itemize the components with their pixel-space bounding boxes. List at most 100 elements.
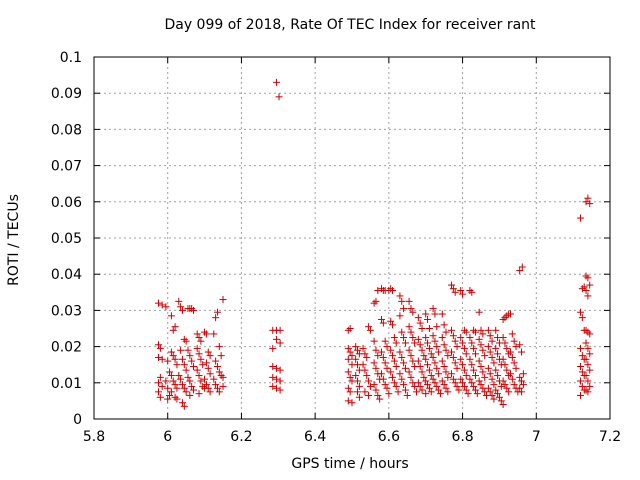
data-point	[344, 368, 352, 376]
data-point	[215, 368, 223, 376]
data-point	[466, 334, 474, 342]
data-point	[455, 386, 463, 394]
data-point	[169, 352, 177, 360]
data-point	[398, 328, 406, 336]
data-point	[442, 328, 450, 336]
data-point	[167, 312, 175, 320]
data-point	[429, 305, 437, 313]
data-point	[405, 346, 413, 354]
data-point	[486, 348, 494, 356]
data-point	[460, 326, 468, 334]
data-point	[492, 366, 500, 374]
data-point	[481, 373, 489, 381]
data-point	[433, 323, 441, 331]
data-point	[477, 326, 485, 334]
data-point	[427, 388, 435, 396]
data-point	[156, 373, 164, 381]
data-point	[195, 372, 203, 380]
data-point	[479, 368, 487, 376]
data-point	[505, 388, 513, 396]
data-point	[276, 326, 284, 334]
y-tick-label: 0.01	[51, 376, 82, 392]
data-point	[396, 312, 404, 320]
data-point	[173, 361, 181, 369]
data-point	[344, 355, 352, 363]
data-point	[582, 286, 590, 294]
data-point	[440, 363, 448, 371]
data-point	[359, 344, 367, 352]
data-point	[190, 386, 198, 394]
data-point	[451, 288, 459, 296]
data-point	[577, 214, 585, 222]
data-point	[383, 343, 391, 351]
data-point	[180, 402, 188, 410]
data-point	[374, 352, 382, 360]
data-point	[390, 379, 398, 387]
data-point	[471, 386, 479, 394]
data-point	[501, 381, 509, 389]
data-point	[459, 290, 467, 298]
data-point	[354, 377, 362, 385]
data-point	[519, 370, 527, 378]
data-point	[193, 366, 201, 374]
y-axis-ticks: 0 0.01 0.02 0.03 0.04 0.05 0.06 0.07 0.08 0.09 0.1	[51, 50, 610, 428]
data-point	[346, 373, 354, 381]
data-point	[464, 390, 472, 398]
y-tick-label: 0.04	[51, 267, 82, 283]
data-point	[518, 388, 526, 396]
data-point	[577, 308, 585, 316]
data-point	[492, 344, 500, 352]
data-point	[425, 344, 433, 352]
data-point	[171, 323, 179, 331]
data-point	[213, 308, 221, 316]
data-point	[195, 390, 203, 398]
data-point	[422, 355, 430, 363]
data-point	[470, 366, 478, 374]
data-point	[438, 357, 446, 365]
data-point	[422, 390, 430, 398]
data-point	[508, 353, 516, 361]
data-point	[440, 381, 448, 389]
data-point	[389, 321, 397, 329]
data-point	[272, 364, 280, 372]
data-point	[219, 296, 227, 304]
data-point	[484, 364, 492, 372]
data-point	[400, 305, 408, 313]
data-point	[201, 375, 209, 383]
data-point	[582, 386, 590, 394]
data-point	[453, 364, 461, 372]
x-tick-label: 6.6	[378, 429, 400, 445]
x-axis-ticks: 5.8 6 6.2 6.4 6.6 6.8 7 7.2	[83, 57, 621, 445]
data-point	[518, 348, 526, 356]
data-point	[431, 379, 439, 387]
data-point	[167, 372, 175, 380]
data-point	[418, 386, 426, 394]
data-point	[385, 390, 393, 398]
data-point	[577, 363, 585, 371]
data-point	[344, 344, 352, 352]
data-point	[471, 372, 479, 380]
data-point	[379, 319, 387, 327]
data-point	[344, 397, 352, 405]
data-point	[475, 377, 483, 385]
data-point	[414, 314, 422, 322]
data-point	[510, 381, 518, 389]
data-point	[444, 373, 452, 381]
data-point	[405, 323, 413, 331]
data-point	[204, 364, 212, 372]
data-point	[424, 315, 432, 323]
data-point	[359, 361, 367, 369]
data-point	[217, 352, 225, 360]
data-point	[459, 339, 467, 347]
data-point	[422, 334, 430, 342]
data-point	[405, 368, 413, 376]
data-point	[505, 350, 513, 358]
data-point	[162, 303, 170, 311]
data-point	[155, 299, 162, 307]
data-point	[372, 386, 380, 394]
data-point	[215, 388, 223, 396]
data-point	[344, 384, 352, 392]
data-point	[156, 393, 164, 401]
data-point	[383, 384, 391, 392]
